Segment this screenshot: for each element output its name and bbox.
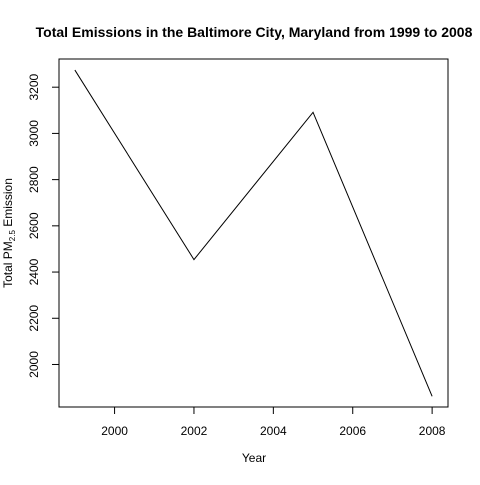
x-tick-label: 2008 [419,424,446,438]
x-tick-label: 2002 [181,424,208,438]
x-tick-label: 2000 [101,424,128,438]
y-tick-label: 2200 [27,305,41,332]
x-tick-label: 2006 [339,424,366,438]
y-tick-label: 2800 [27,166,41,193]
y-axis: 2000 2200 2400 2600 2800 3000 3200 [27,74,60,378]
y-tick-label: 2000 [27,351,41,378]
y-tick-label: 3000 [27,120,41,147]
y-tick-label: 2600 [27,212,41,239]
chart-title: Total Emissions in the Baltimore City, M… [36,24,473,40]
y-tick-label: 3200 [27,74,41,101]
x-axis: 2000 2002 2004 2006 2008 [101,406,446,438]
y-tick-label: 2400 [27,258,41,285]
x-tick-label: 2004 [260,424,287,438]
plot-frame [58,58,449,408]
series-line [74,69,433,397]
x-axis-label: Year [242,451,266,465]
y-axis-label: Total PM2.5 Emission [1,178,17,288]
